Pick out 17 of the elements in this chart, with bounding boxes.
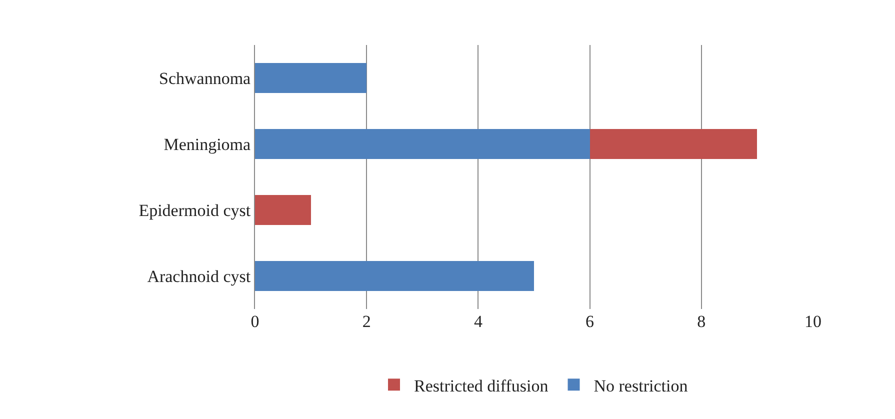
bar bbox=[590, 129, 758, 159]
bar bbox=[255, 261, 534, 291]
bar bbox=[255, 129, 590, 159]
bar bbox=[255, 63, 367, 93]
y-tick-label: Epidermoid cyst bbox=[138, 200, 251, 220]
legend-label: No restriction bbox=[594, 376, 688, 396]
bar bbox=[255, 195, 311, 225]
y-tick-label: Schwannoma bbox=[159, 68, 252, 88]
x-tick-label: 10 bbox=[804, 312, 822, 331]
y-tick-label: Meningioma bbox=[164, 134, 252, 154]
x-tick-label: 0 bbox=[250, 312, 260, 331]
y-tick-label: Arachnoid cyst bbox=[147, 266, 251, 286]
x-tick-label: 8 bbox=[697, 312, 706, 331]
x-tick-label: 6 bbox=[586, 312, 594, 331]
legend-label: Restricted diffusion bbox=[414, 376, 549, 396]
x-tick-label: 2 bbox=[362, 312, 371, 331]
x-tick-label: 4 bbox=[474, 312, 483, 331]
